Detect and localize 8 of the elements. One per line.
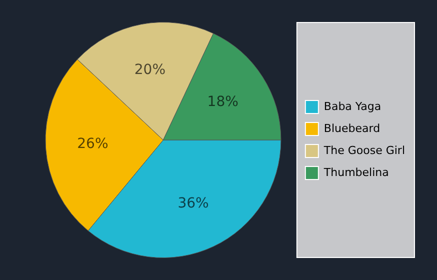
data-label: 26%: [77, 136, 108, 152]
legend-label: Baba Yaga: [324, 100, 382, 113]
legend-label: Thumbelina: [322, 166, 389, 179]
data-label: 18%: [207, 94, 238, 110]
data-label: 20%: [134, 62, 166, 78]
legend-label: Bluebeard: [324, 122, 380, 135]
legend-label: The Goose Girl: [322, 144, 405, 157]
data-label: 36%: [178, 196, 209, 212]
